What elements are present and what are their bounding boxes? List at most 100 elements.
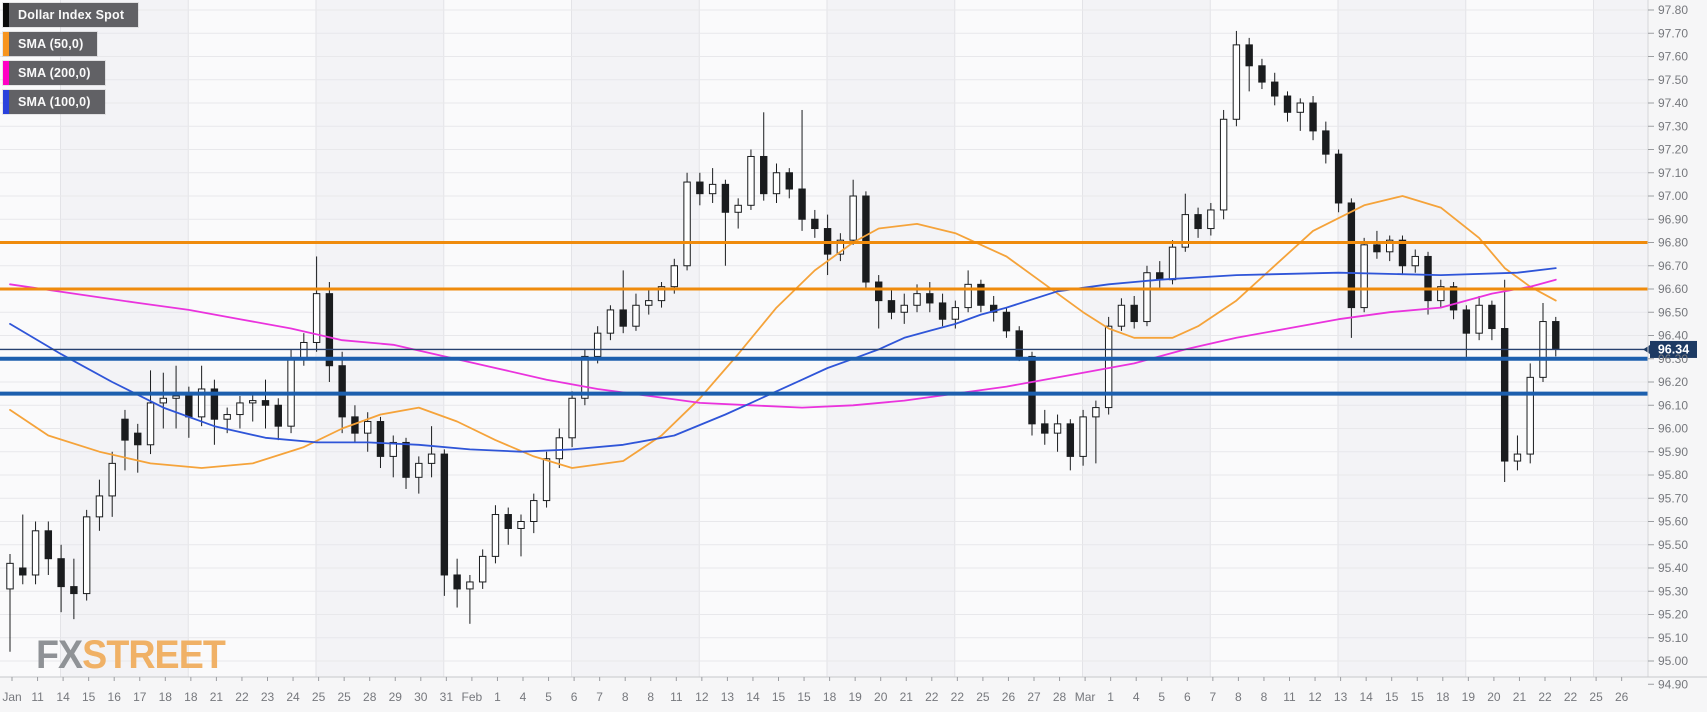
svg-text:97.10: 97.10	[1658, 166, 1688, 180]
svg-text:96.60: 96.60	[1658, 282, 1688, 296]
price-axis[interactable]	[1648, 0, 1707, 677]
svg-text:97.40: 97.40	[1658, 96, 1688, 110]
legend-tab-sma50[interactable]: SMA (50,0)	[3, 32, 98, 56]
svg-text:19: 19	[848, 690, 862, 704]
svg-text:96.90: 96.90	[1658, 212, 1688, 226]
time-axis[interactable]	[0, 677, 1648, 712]
svg-text:14: 14	[56, 690, 70, 704]
svg-text:12: 12	[695, 690, 709, 704]
svg-text:1: 1	[494, 690, 501, 704]
svg-text:95.90: 95.90	[1658, 445, 1688, 459]
svg-text:27: 27	[1027, 690, 1041, 704]
svg-text:22: 22	[1538, 690, 1552, 704]
watermark-fx: FX	[36, 633, 83, 677]
svg-text:14: 14	[1359, 690, 1373, 704]
svg-text:95.10: 95.10	[1658, 631, 1688, 645]
svg-text:95.50: 95.50	[1658, 538, 1688, 552]
svg-text:96.50: 96.50	[1658, 305, 1688, 319]
svg-text:13: 13	[1334, 690, 1348, 704]
time-axis-labels: Jan 11 14 15 16 17 18 18 21 22 23 24 25 25 28 29 30 31 Feb…	[0, 676, 1707, 704]
svg-text:Jan: Jan	[2, 690, 21, 704]
background-bands	[0, 0, 1648, 677]
svg-text:97.50: 97.50	[1658, 73, 1688, 87]
svg-text:96.00: 96.00	[1658, 422, 1688, 436]
svg-text:16: 16	[108, 690, 122, 704]
svg-text:96.80: 96.80	[1658, 236, 1688, 250]
svg-text:18: 18	[159, 690, 173, 704]
svg-text:28: 28	[1053, 690, 1067, 704]
svg-text:96.34: 96.34	[1658, 342, 1689, 356]
sma50-label: SMA (50,0)	[18, 37, 84, 51]
svg-text:25: 25	[976, 690, 990, 704]
svg-text:21: 21	[900, 690, 914, 704]
svg-text:6: 6	[571, 690, 578, 704]
svg-text:97.20: 97.20	[1658, 143, 1688, 157]
svg-text:95.00: 95.00	[1658, 654, 1688, 668]
svg-text:97.80: 97.80	[1658, 3, 1688, 17]
svg-text:29: 29	[389, 690, 403, 704]
svg-text:4: 4	[520, 690, 527, 704]
svg-text:20: 20	[874, 690, 888, 704]
svg-text:26: 26	[1002, 690, 1016, 704]
svg-text:22: 22	[235, 690, 249, 704]
svg-text:15: 15	[1385, 690, 1399, 704]
sma200-label: SMA (200,0)	[18, 66, 91, 80]
svg-text:95.30: 95.30	[1658, 584, 1688, 598]
svg-text:13: 13	[721, 690, 735, 704]
svg-text:95.20: 95.20	[1658, 608, 1688, 622]
svg-text:96.10: 96.10	[1658, 398, 1688, 412]
svg-text:11: 11	[670, 690, 683, 704]
legend: Dollar Index Spot SMA (50,0) SMA (200,0)…	[3, 3, 139, 119]
svg-text:5: 5	[545, 690, 552, 704]
svg-text:15: 15	[82, 690, 96, 704]
svg-text:18: 18	[184, 690, 198, 704]
svg-text:8: 8	[647, 690, 654, 704]
svg-text:7: 7	[1210, 690, 1217, 704]
svg-text:24: 24	[286, 690, 300, 704]
svg-text:11: 11	[1283, 690, 1296, 704]
svg-text:95.40: 95.40	[1658, 561, 1688, 575]
svg-text:8: 8	[622, 690, 629, 704]
legend-tab-instrument[interactable]: Dollar Index Spot	[3, 3, 139, 27]
svg-text:8: 8	[1235, 690, 1242, 704]
svg-text:17: 17	[133, 690, 147, 704]
overlay-SMA (200,0)	[9, 278, 1557, 409]
svg-text:96.30: 96.30	[1658, 352, 1688, 366]
svg-text:96.70: 96.70	[1658, 259, 1688, 273]
legend-tab-sma200[interactable]: SMA (200,0)	[3, 61, 105, 85]
svg-text:25: 25	[1589, 690, 1603, 704]
svg-text:26: 26	[1615, 690, 1629, 704]
svg-text:22: 22	[951, 690, 965, 704]
svg-text:22: 22	[925, 690, 939, 704]
svg-text:15: 15	[1411, 690, 1425, 704]
svg-text:25: 25	[312, 690, 326, 704]
svg-text:Feb: Feb	[462, 690, 483, 704]
svg-text:21: 21	[1513, 690, 1527, 704]
sma50-accent-bar	[3, 32, 9, 56]
svg-text:20: 20	[1487, 690, 1501, 704]
svg-text:15: 15	[797, 690, 811, 704]
svg-text:97.70: 97.70	[1658, 26, 1688, 40]
instrument-label: Dollar Index Spot	[18, 8, 125, 22]
svg-text:Mar: Mar	[1075, 690, 1096, 704]
svg-text:18: 18	[1436, 690, 1450, 704]
svg-text:1: 1	[1107, 690, 1114, 704]
svg-text:31: 31	[440, 690, 454, 704]
svg-text:22: 22	[1564, 690, 1578, 704]
svg-text:21: 21	[210, 690, 224, 704]
svg-text:94.90: 94.90	[1658, 677, 1688, 691]
instrument-accent-bar	[3, 3, 9, 27]
svg-text:11: 11	[31, 690, 44, 704]
fxstreet-watermark: FXSTREET	[36, 633, 226, 678]
svg-text:96.20: 96.20	[1658, 375, 1688, 389]
svg-text:97.30: 97.30	[1658, 119, 1688, 133]
svg-text:25: 25	[337, 690, 351, 704]
sma100-accent-bar	[3, 90, 9, 114]
sma100-label: SMA (100,0)	[18, 95, 91, 109]
svg-text:23: 23	[261, 690, 275, 704]
svg-text:5: 5	[1158, 690, 1165, 704]
legend-tab-sma100[interactable]: SMA (100,0)	[3, 90, 105, 114]
svg-text:7: 7	[596, 690, 603, 704]
